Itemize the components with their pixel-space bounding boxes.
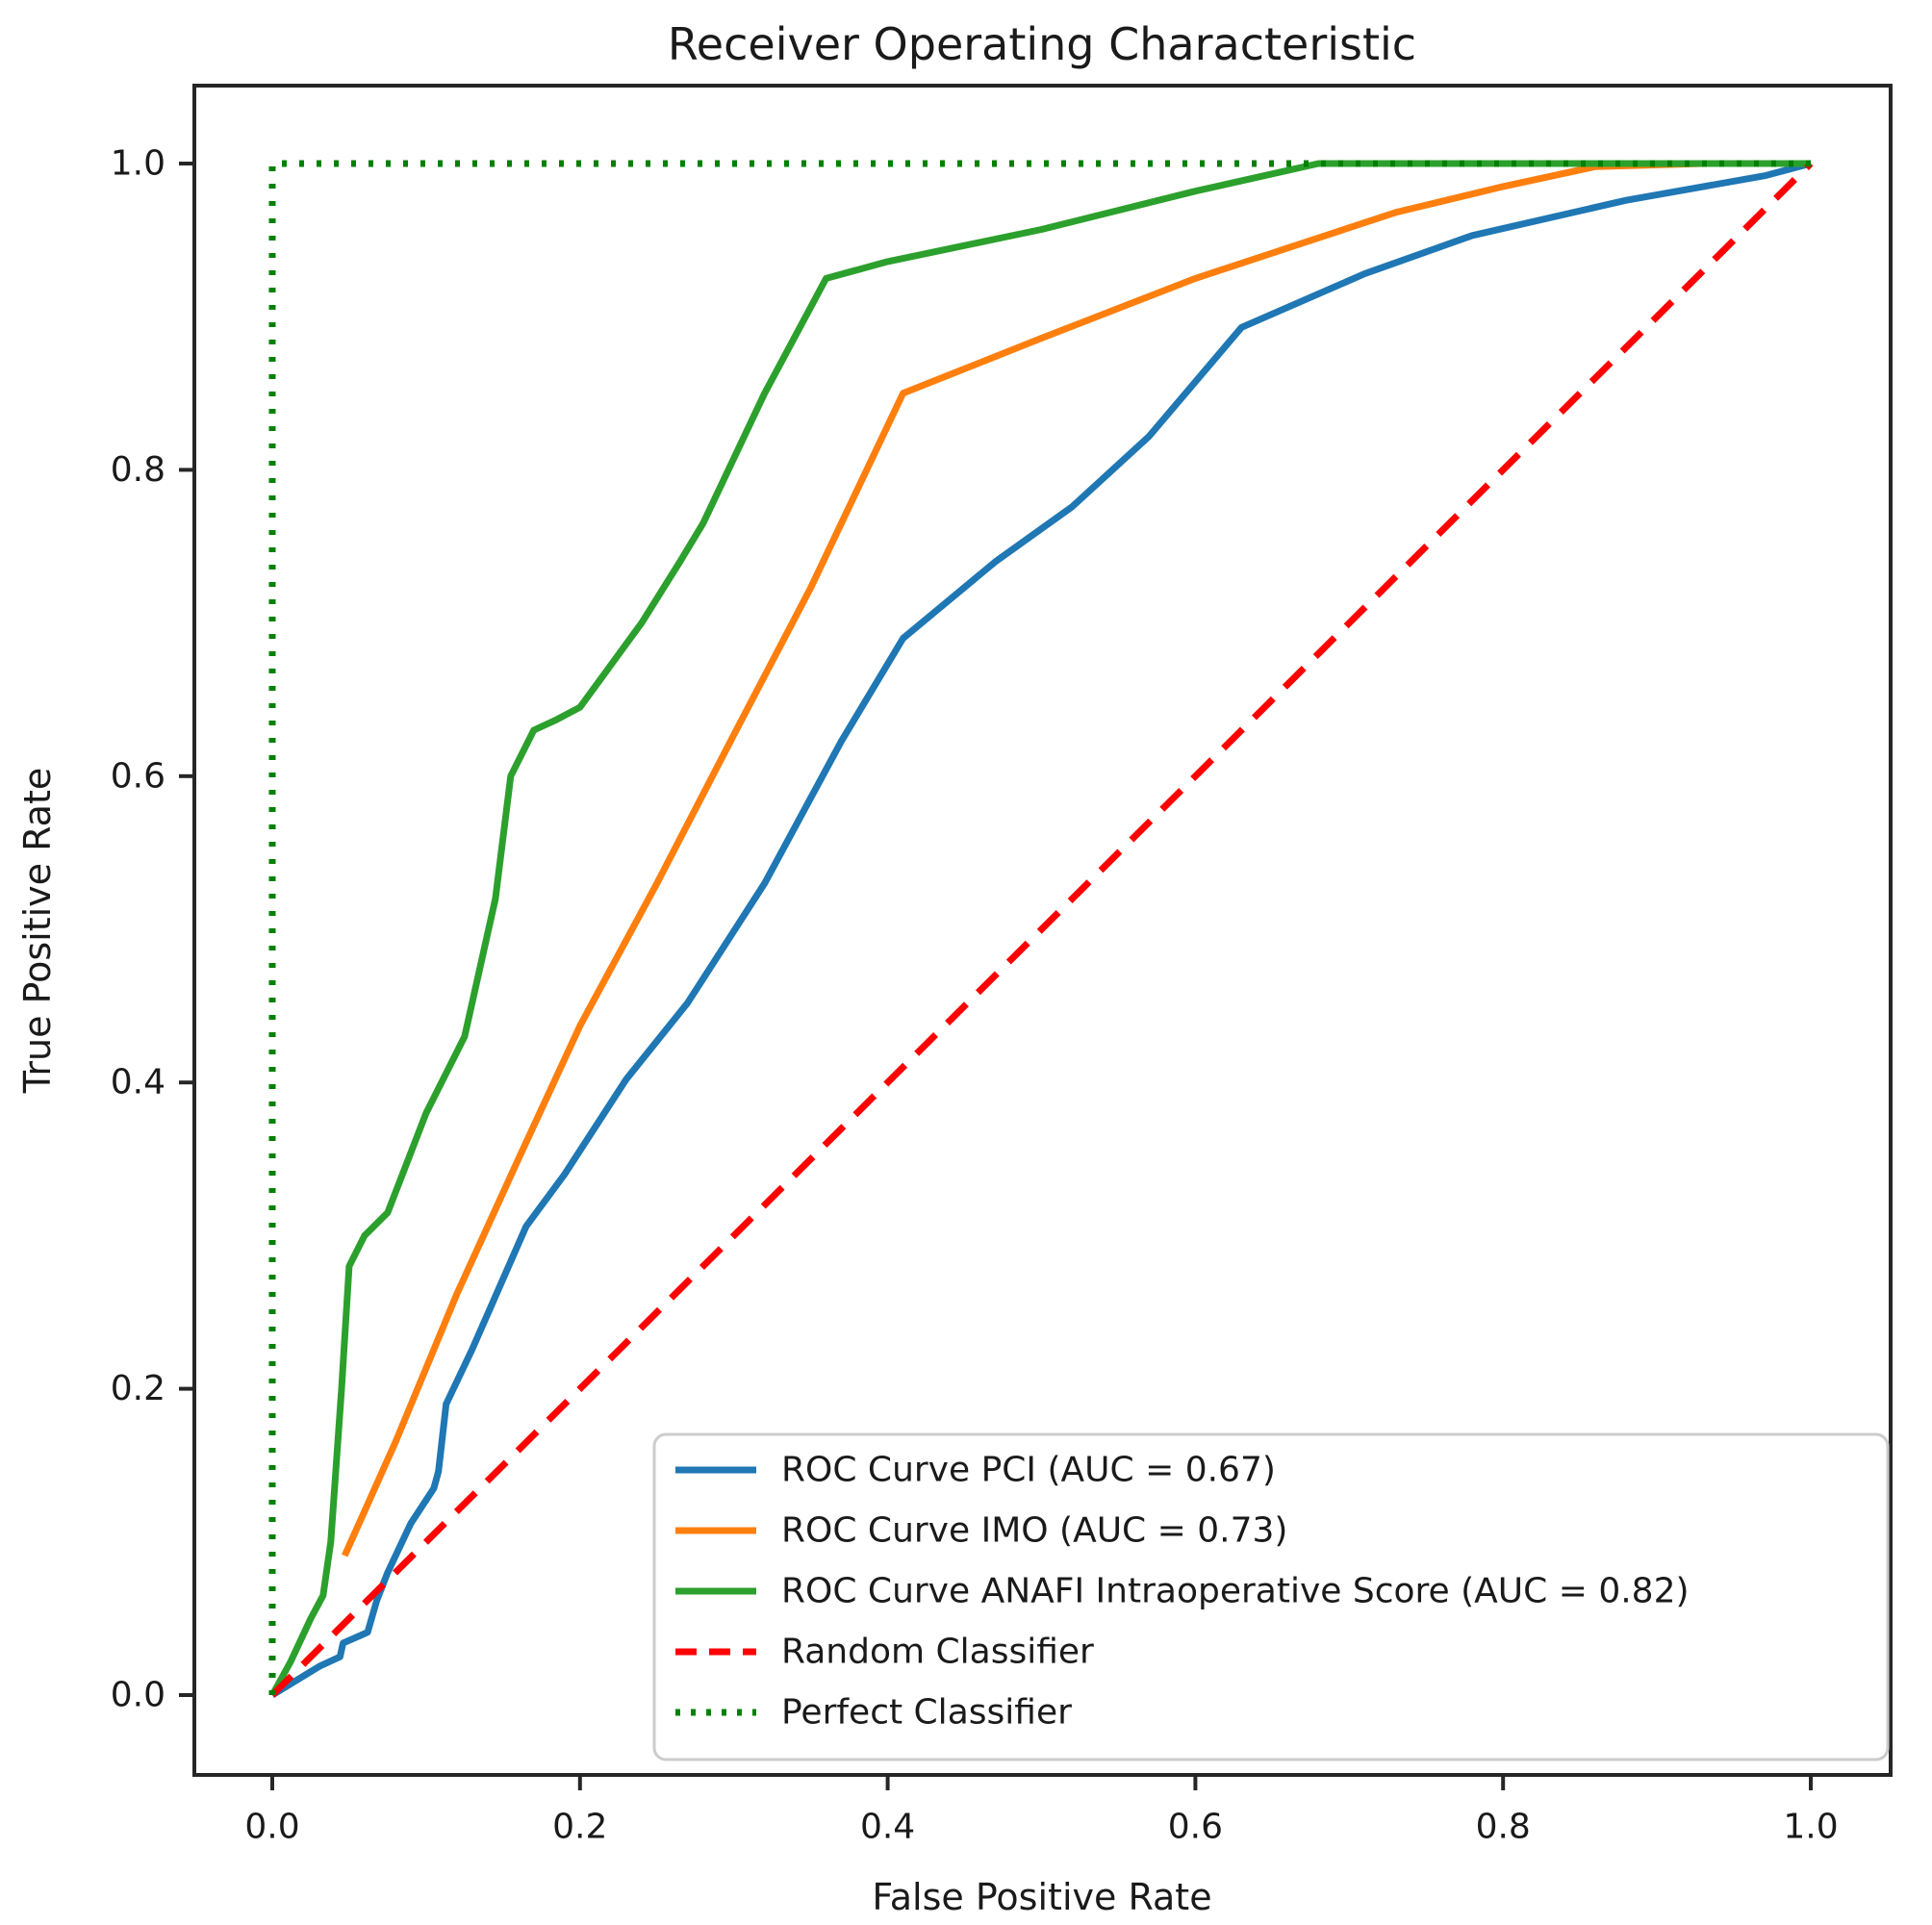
legend-label: ROC Curve ANAFI Intraoperative Score (AU…: [781, 1572, 1690, 1611]
x-tick-label: 1.0: [1783, 1808, 1838, 1847]
legend-label: Random Classifier: [781, 1633, 1094, 1672]
y-tick-label: 0.2: [111, 1369, 165, 1408]
x-tick-label: 0.8: [1476, 1808, 1531, 1847]
legend-box: [652, 1432, 1890, 1761]
legend: ROC Curve PCI (AUC = 0.67) ROC Curve IMO …: [652, 1432, 1890, 1761]
legend-entry: Random Classifier: [675, 1633, 1094, 1672]
series-line-random-classifier: [269, 161, 1814, 1698]
chart-title: Receiver Operating Characteristic: [668, 18, 1416, 70]
y-tick-label: 0.8: [111, 450, 165, 490]
x-tick-label: 0.2: [552, 1808, 607, 1847]
y-tick-label: 0.6: [111, 756, 165, 796]
axis-ticks: 0.0 0.2 0.4 0.6 0.8 1.0 0.0 0.2 0.4 0.6 0.8 1.0: [111, 144, 1839, 1847]
x-axis-label: False Positive Rate: [872, 1876, 1211, 1918]
series-lines: [268, 160, 1814, 1698]
series-line-roc-curve-pci-auc-0-67: [270, 160, 1812, 1698]
axes-spines: [192, 84, 1893, 1777]
series-line-roc-curve-imo-auc-0-73: [342, 160, 1811, 1558]
legend-label: ROC Curve IMO (AUC = 0.73): [781, 1511, 1287, 1551]
x-tick-label: 0.6: [1168, 1808, 1223, 1847]
legend-entry: ROC Curve IMO (AUC = 0.73): [675, 1511, 1287, 1551]
series-line-roc-curve-anafi-intraoperative-score-auc-0-82: [268, 160, 1811, 1697]
y-tick-label: 1.0: [111, 144, 165, 184]
legend-label: Perfect Classifier: [781, 1693, 1072, 1733]
y-axis-label: True Positive Rate: [16, 768, 59, 1095]
y-tick-label: 0.0: [111, 1676, 165, 1715]
x-tick-label: 0.4: [860, 1808, 915, 1847]
legend-entry: Perfect Classifier: [675, 1693, 1072, 1733]
y-tick-label: 0.4: [111, 1063, 165, 1102]
legend-entry: ROC Curve ANAFI Intraoperative Score (AU…: [675, 1572, 1690, 1611]
legend-label: ROC Curve PCI (AUC = 0.67): [781, 1451, 1276, 1490]
x-tick-label: 0.0: [244, 1808, 299, 1847]
legend-entry: ROC Curve PCI (AUC = 0.67): [675, 1451, 1276, 1490]
